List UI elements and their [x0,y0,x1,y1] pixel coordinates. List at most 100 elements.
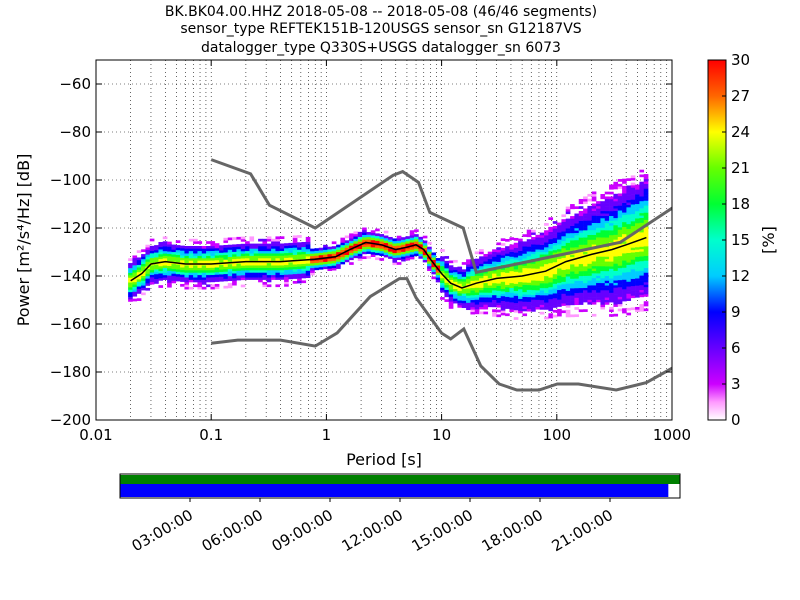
heatmap-cell [578,285,584,289]
colorbar-tick-label: 0 [731,411,741,429]
heatmap-cell [310,272,315,276]
heatmap-cell [570,206,575,210]
heatmap-cell [479,277,484,281]
heatmap-cell [362,227,367,231]
heatmap-cell [518,303,523,307]
heatmap-cell [609,282,614,286]
heatmap-cell [578,302,584,305]
heatmap-cell [418,253,424,257]
heatmap-cell [617,227,623,230]
heatmap-cell [587,210,593,214]
heatmap-cell [479,304,484,308]
heatmap-cell [162,243,168,247]
heatmap-cell [418,241,424,245]
heatmap-cell [643,277,649,280]
heatmap-cell [188,246,194,249]
heatmap-cell [474,280,480,283]
heatmap-cell [210,250,216,254]
heatmap-cell [574,290,580,294]
heatmap-cell [487,282,493,286]
heatmap-cell [561,298,567,302]
heatmap-cell [197,241,203,244]
heatmap-cell [509,290,515,293]
heatmap-cell [561,293,567,297]
heatmap-cell [561,238,567,242]
heatmap-cell [604,191,610,195]
heatmap-cell [487,275,493,279]
heatmap-cell [587,261,593,264]
colorbar-tick-label: 21 [731,159,750,177]
heatmap-cell [466,264,471,267]
heatmap-cell [453,288,458,292]
heatmap-cell [544,297,549,301]
heatmap-cell [570,218,575,222]
heatmap-cell [578,239,584,243]
heatmap-cell [154,252,159,256]
heatmap-cell [158,241,164,245]
heatmap-cell [609,268,614,272]
heatmap-cell [483,287,489,291]
heatmap-cell [487,299,493,303]
heatmap-cell [613,292,619,295]
heatmap-cell [622,253,627,256]
heatmap-cell [466,271,471,275]
heatmap-cell [609,285,614,289]
heatmap-cell [574,278,580,282]
heatmap-cell [518,243,523,247]
heatmap-cell [141,275,146,279]
heatmap-cell [492,261,497,264]
heatmap-cell [600,218,606,221]
heatmap-cell [266,255,272,259]
heatmap-cell [483,258,489,262]
heatmap-cell [626,257,632,261]
heatmap-cell [344,247,350,251]
heatmap-cell [600,239,606,243]
heatmap-cell [271,238,276,242]
heatmap-cell [158,256,164,260]
heatmap-cell [639,268,645,271]
heatmap-cell [596,215,601,219]
heatmap-cell [643,238,649,242]
heatmap-cell [591,273,597,276]
heatmap-cell [552,297,558,301]
heatmap-cell [392,260,398,263]
heatmap-cell [587,294,593,298]
heatmap-cell [557,260,562,264]
heatmap-cell [344,252,350,255]
heatmap-cell [596,222,601,226]
heatmap-cell [375,252,380,256]
heatmap-cell [574,251,580,255]
heatmap-cell [197,274,203,278]
heatmap-cell [171,273,177,277]
heatmap-cell [253,265,259,268]
y-axis-label: Power [m²/s⁴/Hz] [dB] [14,154,33,327]
heatmap-cell [591,265,597,269]
heatmap-cell [314,260,320,263]
heatmap-cell [557,299,562,303]
heatmap-cell [175,271,181,275]
heatmap-cell [431,257,437,260]
heatmap-cell [271,241,276,244]
heatmap-cell [383,249,389,253]
heatmap-cell [292,261,298,265]
heatmap-cell [574,227,580,231]
heatmap-cell [496,295,502,298]
heatmap-cell [492,302,497,305]
heatmap-cell [591,285,597,288]
heatmap-cell [535,263,541,267]
heatmap-cell [314,248,320,251]
heatmap-cell [448,279,454,283]
heatmap-cell [219,266,224,270]
heatmap-cell [617,234,623,237]
heatmap-cell [431,271,437,275]
heatmap-cell [570,256,575,260]
heatmap-cell [548,243,554,247]
heatmap-cell [518,284,523,287]
heatmap-cell [184,284,190,288]
heatmap-cell [262,253,268,256]
heatmap-cell [401,244,406,248]
heatmap-cell [591,294,597,298]
heatmap-cell [479,289,484,293]
heatmap-cell [635,242,640,245]
heatmap-cell [635,210,640,214]
